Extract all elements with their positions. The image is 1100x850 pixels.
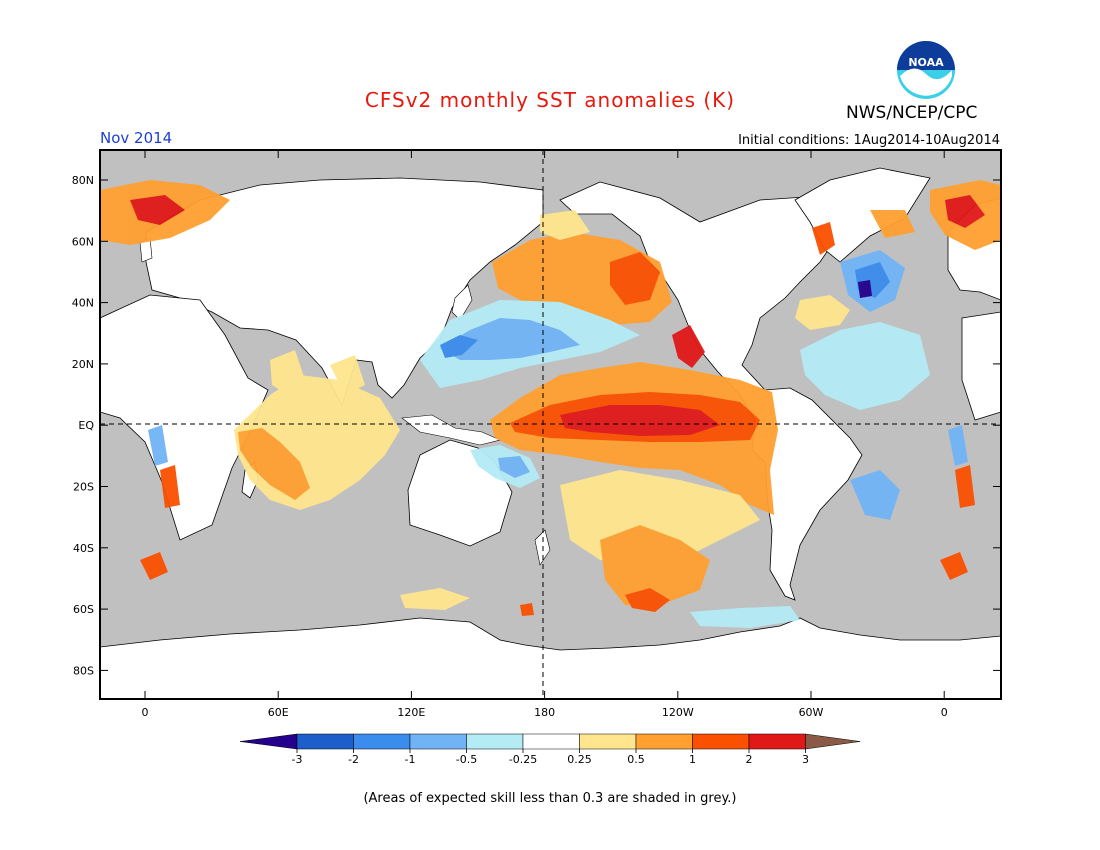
colorbar-label: 2 [746,753,753,766]
map-frame [99,149,1002,700]
colorbar-label: 3 [802,753,809,766]
colorbar-label: -3 [292,753,303,766]
lon-label: 0 [941,706,948,719]
lon-label: 60W [799,706,824,719]
lat-label: 40S [73,542,94,555]
lat-label: 20N [72,358,94,371]
colorbar-arrow-high [805,733,861,750]
longitude-labels: 0 60E 120E 180 120W 60W 0 [142,706,948,719]
landmass-antarctica [100,617,1001,699]
colorbar-box [409,733,467,750]
map-title: CFSv2 monthly SST anomalies (K) [364,88,736,112]
footnote: (Areas of expected skill less than 0.3 a… [363,791,737,806]
colorbar-box [579,733,637,750]
lat-label: 20S [73,481,94,494]
sst-anomaly-patches [100,180,1001,628]
initial-conditions: Initial conditions: 1Aug2014-10Aug2014 [738,133,1000,148]
landmass-africa-wrap [961,311,1001,421]
noaa-logo: NOAA [896,40,956,100]
lon-label: 0 [142,706,149,719]
logo-text: NOAA [908,56,944,69]
lat-label: 60S [73,603,94,616]
landmass-africa [100,294,269,541]
latitude-labels: 80N 60N 40N 20N EQ 20S 40S 60S 80S [72,174,95,677]
landmass-americas [559,181,863,601]
lat-label: 80N [72,174,94,187]
colorbar-label: 0.5 [627,753,645,766]
lat-label: 80S [73,664,94,677]
colorbar-box [466,733,524,750]
lon-label: 120E [397,706,425,719]
colorbar-arrow-low [239,733,298,750]
colorbar-label: -0.25 [509,753,537,766]
colorbar-label: 1 [689,753,696,766]
landmass-eurasia-east [145,177,544,407]
lat-label: 60N [72,235,94,248]
colorbar-label: -2 [348,753,359,766]
lon-label: 120W [662,706,694,719]
colorbar-label: -1 [405,753,416,766]
lon-label: 60E [268,706,289,719]
lat-label: 40N [72,297,94,310]
lat-label: EQ [78,419,94,432]
axis-ticks [100,150,1001,699]
landmass-japan [451,284,473,321]
colorbar: -3 -2 -1 -0.5 -0.25 0.25 0.5 1 2 3 [239,733,861,766]
colorbar-box [522,733,580,750]
colorbar-box [635,733,693,750]
colorbar-box [353,733,411,750]
colorbar-box [692,733,750,750]
agency-label: NWS/NCEP/CPC [846,103,978,123]
colorbar-box [748,733,806,750]
colorbar-box [296,733,354,750]
colorbar-label: -0.5 [456,753,477,766]
lon-label: 180 [534,706,555,719]
colorbar-label: 0.25 [567,753,592,766]
target-month: Nov 2014 [100,129,173,147]
